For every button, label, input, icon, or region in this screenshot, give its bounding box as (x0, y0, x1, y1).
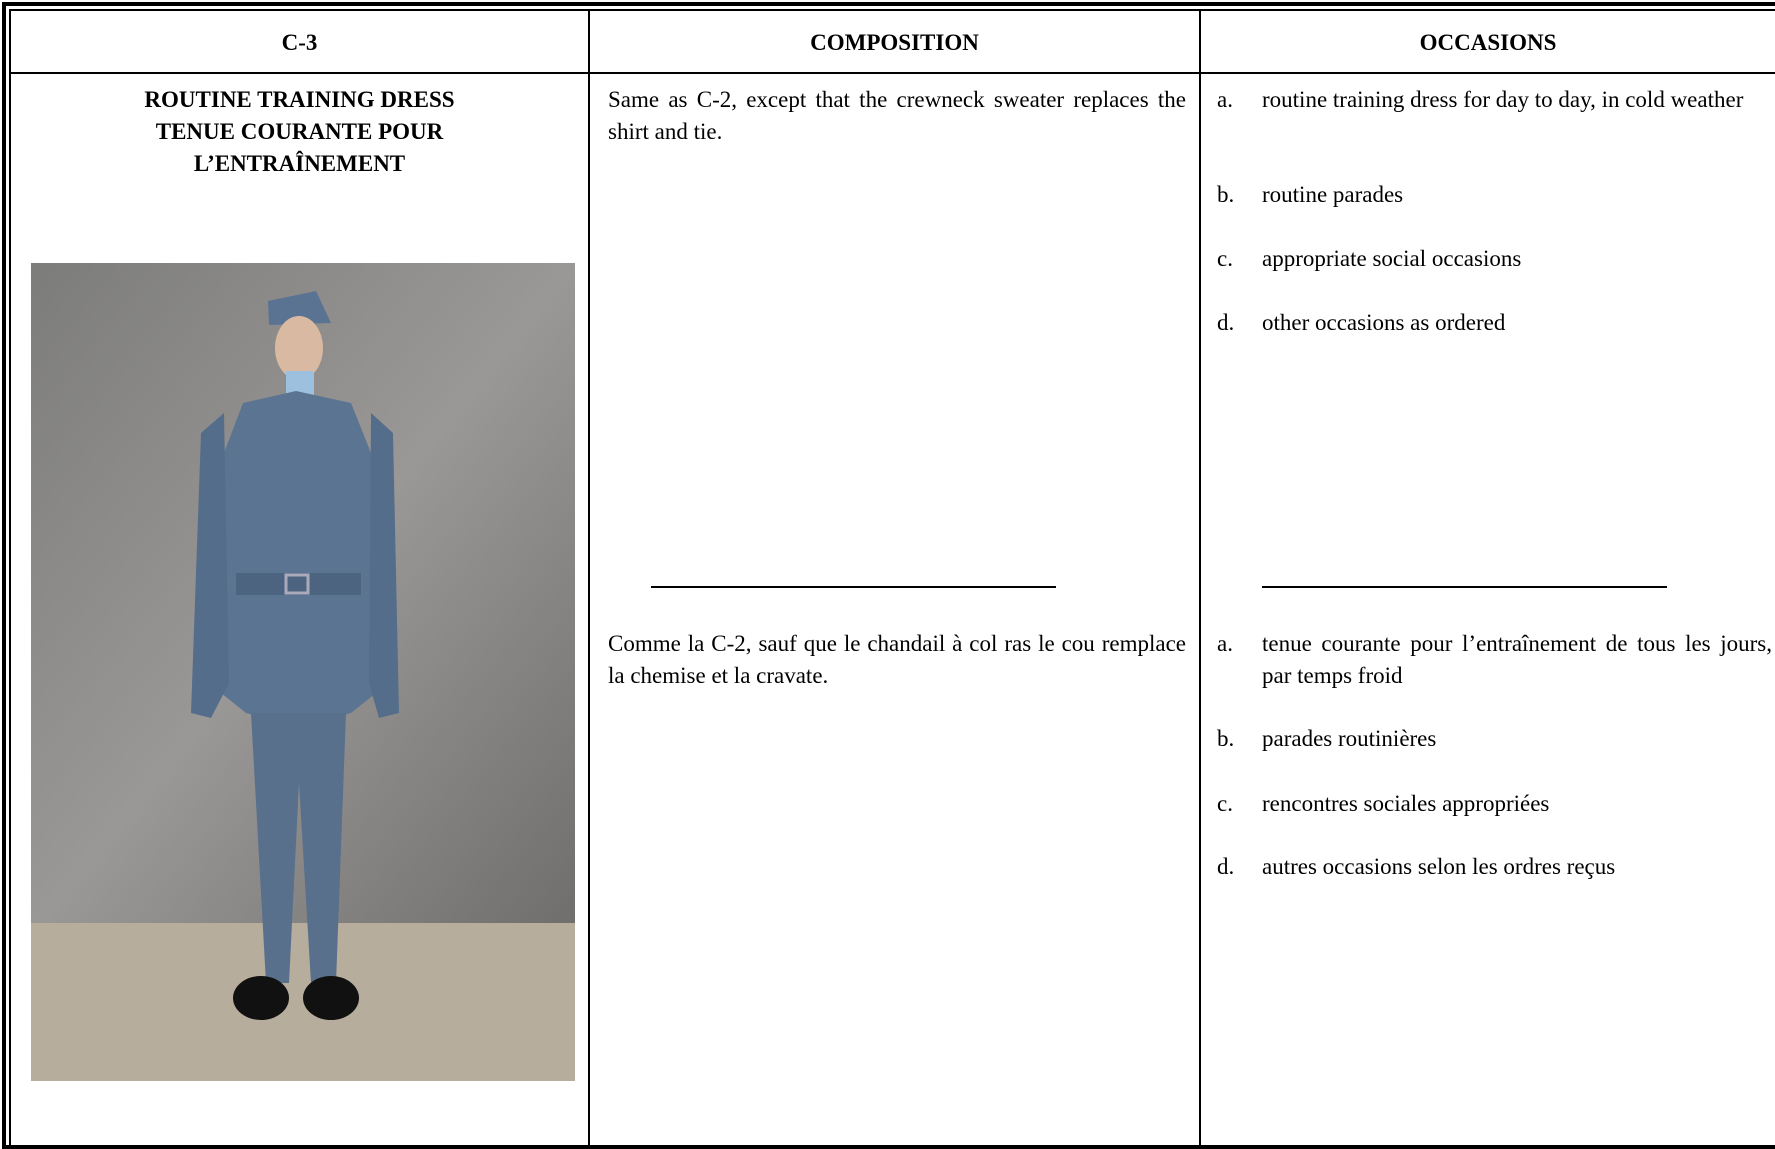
row-divider (9, 72, 1775, 74)
item-letter: a. (1217, 631, 1233, 656)
item-letter: c. (1217, 791, 1233, 816)
border (9, 9, 11, 1147)
item-text: routine parades (1262, 182, 1404, 207)
header-cell: COMPOSITION (810, 30, 979, 55)
item-letter: b. (1217, 726, 1235, 751)
composition-en: Same as C-2, except that the crewneck sw… (608, 87, 1186, 144)
composition-fr: Comme la C-2, sauf que le chandail à col… (608, 631, 1186, 688)
item-text: other occasions as ordered (1262, 310, 1506, 335)
item-text: tenue courante pour l’entraînement de to… (1262, 631, 1772, 688)
column-divider (1199, 9, 1201, 1147)
border (2, 2, 1775, 6)
dress-title: ROUTINE TRAINING DRESS TENUE COURANTE PO… (11, 84, 588, 180)
header-cell: C-3 (281, 30, 318, 55)
item-text: autres occasions selon les ordres reçus (1262, 854, 1616, 879)
separator (1262, 586, 1667, 588)
item-letter: a. (1217, 87, 1233, 112)
title-line: L’ENTRAÎNEMENT (193, 151, 406, 176)
header-cell: OCCASIONS (1419, 30, 1557, 55)
border (9, 9, 1775, 11)
border (2, 1145, 1775, 1149)
photo (31, 263, 575, 1081)
title-line: TENUE COURANTE POUR (155, 119, 444, 144)
title-line: ROUTINE TRAINING DRESS (144, 87, 455, 112)
item-text: appropriate social occasions (1262, 246, 1522, 271)
item-letter: c. (1217, 246, 1233, 271)
item-text: parades routinières (1262, 726, 1437, 751)
item-letter: b. (1217, 182, 1235, 207)
item-text: routine training dress for day to day, i… (1262, 87, 1744, 112)
item-letter: d. (1217, 310, 1235, 335)
item-letter: d. (1217, 854, 1235, 879)
separator (651, 586, 1056, 588)
border (2, 2, 6, 1149)
item-text: rencontres sociales appropriées (1262, 791, 1550, 816)
column-divider (588, 9, 590, 1147)
